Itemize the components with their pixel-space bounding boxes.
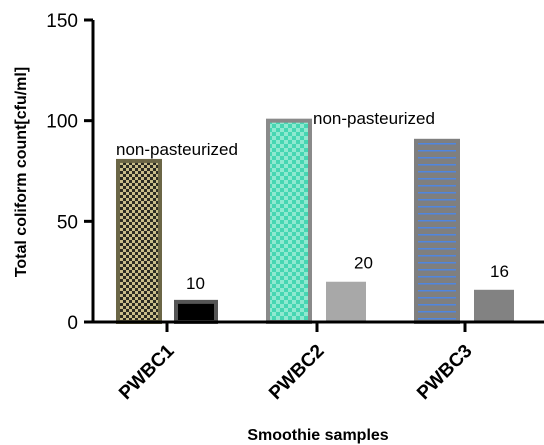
- data-label-pwbc2: 20: [354, 254, 373, 273]
- bar-pwbc3-tall: [414, 138, 460, 324]
- bar-pwbc3-short: [474, 289, 514, 322]
- data-label-pwbc3: 16: [490, 262, 509, 281]
- bar-pwbc1-short: [174, 299, 218, 325]
- x-tick-label-pwbc1: PWBC1: [115, 340, 179, 404]
- annotation-non-pasteurized-2: non-pasteurized: [313, 109, 435, 128]
- y-tick-label-0: 0: [67, 313, 78, 334]
- y-tick-label-150: 150: [46, 11, 78, 32]
- x-axis-title: Smoothie samples: [247, 427, 388, 444]
- bar-pwbc2-short: [326, 281, 366, 322]
- annotation-non-pasteurized-1: non-pasteurized: [116, 140, 238, 159]
- bar-pwbc1-tall: [116, 158, 162, 324]
- bar-pwbc2-tall: [266, 118, 312, 324]
- data-label-pwbc1: 10: [186, 274, 205, 293]
- x-tick-label-pwbc3: PWBC3: [413, 341, 476, 404]
- x-tick-label-pwbc2: PWBC2: [265, 341, 328, 404]
- y-tick-label-100: 100: [46, 112, 78, 133]
- y-tick-label-50: 50: [57, 212, 78, 233]
- y-axis-title: Total coliform count[cfu/ml]: [13, 67, 30, 277]
